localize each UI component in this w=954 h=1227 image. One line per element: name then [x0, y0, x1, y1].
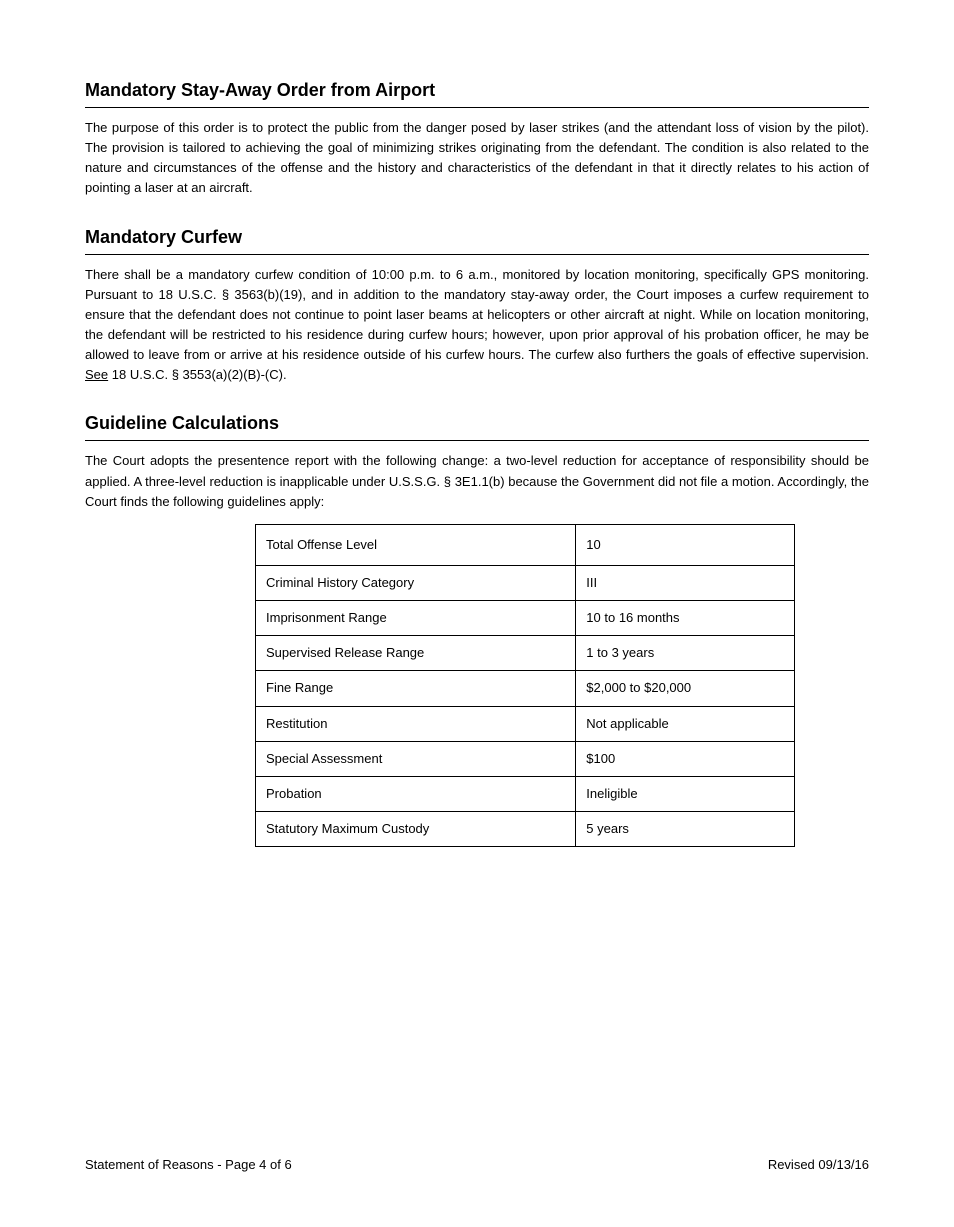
table-row: Probation Ineligible: [256, 776, 795, 811]
footer-right: Revised 09/13/16: [768, 1157, 869, 1172]
table-row: Criminal History Category III: [256, 565, 795, 600]
page-footer: Statement of Reasons - Page 4 of 6 Revis…: [85, 1157, 869, 1172]
section-title: Guideline Calculations: [85, 413, 869, 434]
section-title: Mandatory Stay-Away Order from Airport: [85, 80, 869, 101]
section-divider: [85, 107, 869, 108]
guidelines-table-wrap: Total Offense Level 10 Criminal History …: [255, 524, 795, 847]
table-cell: $100: [576, 741, 795, 776]
table-cell: Statutory Maximum Custody: [256, 811, 576, 846]
guidelines-table: Total Offense Level 10 Criminal History …: [255, 524, 795, 847]
table-row: Restitution Not applicable: [256, 706, 795, 741]
table-cell: Imprisonment Range: [256, 601, 576, 636]
table-cell: Ineligible: [576, 776, 795, 811]
table-cell: Restitution: [256, 706, 576, 741]
section-guidelines: Guideline Calculations The Court adopts …: [85, 413, 869, 847]
section-body-text: There shall be a mandatory curfew condit…: [85, 265, 869, 386]
footer-left: Statement of Reasons - Page 4 of 6: [85, 1157, 292, 1172]
table-cell: 10 to 16 months: [576, 601, 795, 636]
table-row: Statutory Maximum Custody 5 years: [256, 811, 795, 846]
table-cell: $2,000 to $20,000: [576, 671, 795, 706]
table-header-cell: 10: [576, 524, 795, 565]
table-header-cell: Total Offense Level: [256, 524, 576, 565]
section-curfew: Mandatory Curfew There shall be a mandat…: [85, 227, 869, 386]
table-cell: Probation: [256, 776, 576, 811]
section-divider: [85, 254, 869, 255]
table-cell: III: [576, 565, 795, 600]
table-cell: 5 years: [576, 811, 795, 846]
section-body-text: The Court adopts the presentence report …: [85, 451, 869, 511]
cite-see: See: [85, 367, 108, 382]
table-cell: Fine Range: [256, 671, 576, 706]
table-cell: Special Assessment: [256, 741, 576, 776]
table-row: Imprisonment Range 10 to 16 months: [256, 601, 795, 636]
section-body: The purpose of this order is to protect …: [85, 118, 869, 199]
table-cell: Not applicable: [576, 706, 795, 741]
table-cell: Criminal History Category: [256, 565, 576, 600]
section-body: There shall be a mandatory curfew condit…: [85, 265, 869, 386]
section-title: Mandatory Curfew: [85, 227, 869, 248]
table-row: Supervised Release Range 1 to 3 years: [256, 636, 795, 671]
section-divider: [85, 440, 869, 441]
table-row: Special Assessment $100: [256, 741, 795, 776]
section-stay-away: Mandatory Stay-Away Order from Airport T…: [85, 80, 869, 199]
table-row: Fine Range $2,000 to $20,000: [256, 671, 795, 706]
section-body-text: The purpose of this order is to protect …: [85, 118, 869, 199]
section-body: The Court adopts the presentence report …: [85, 451, 869, 847]
table-cell: 1 to 3 years: [576, 636, 795, 671]
table-header-row: Total Offense Level 10: [256, 524, 795, 565]
table-cell: Supervised Release Range: [256, 636, 576, 671]
